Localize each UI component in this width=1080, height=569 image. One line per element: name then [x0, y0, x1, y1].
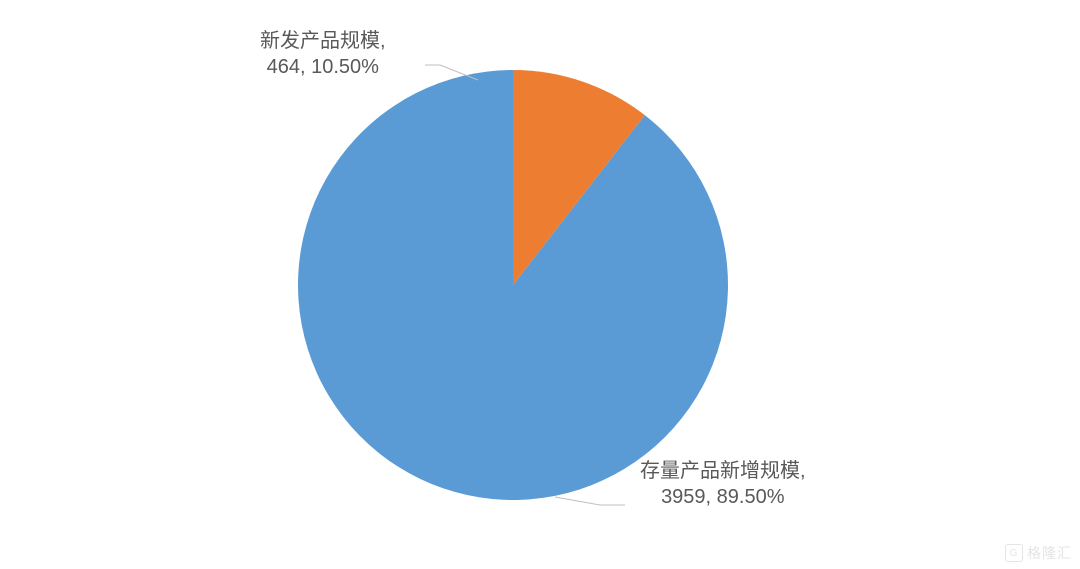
leader-line — [555, 497, 625, 505]
slice-label-existing-products: 存量产品新增规模, 3959, 89.50% — [640, 458, 806, 510]
watermark: G 格隆汇 — [1005, 543, 1072, 563]
label-line1: 存量产品新增规模, — [640, 458, 806, 484]
label-line2: 464, 10.50% — [260, 54, 386, 80]
label-line2: 3959, 89.50% — [640, 484, 806, 510]
pie-chart-svg — [0, 0, 1080, 569]
watermark-text: 格隆汇 — [1027, 543, 1072, 563]
pie-chart-container: 新发产品规模, 464, 10.50% 存量产品新增规模, 3959, 89.5… — [0, 0, 1080, 569]
watermark-logo-icon: G — [1005, 544, 1023, 562]
label-line1: 新发产品规模, — [260, 28, 386, 54]
slice-label-new-products: 新发产品规模, 464, 10.50% — [260, 28, 386, 80]
